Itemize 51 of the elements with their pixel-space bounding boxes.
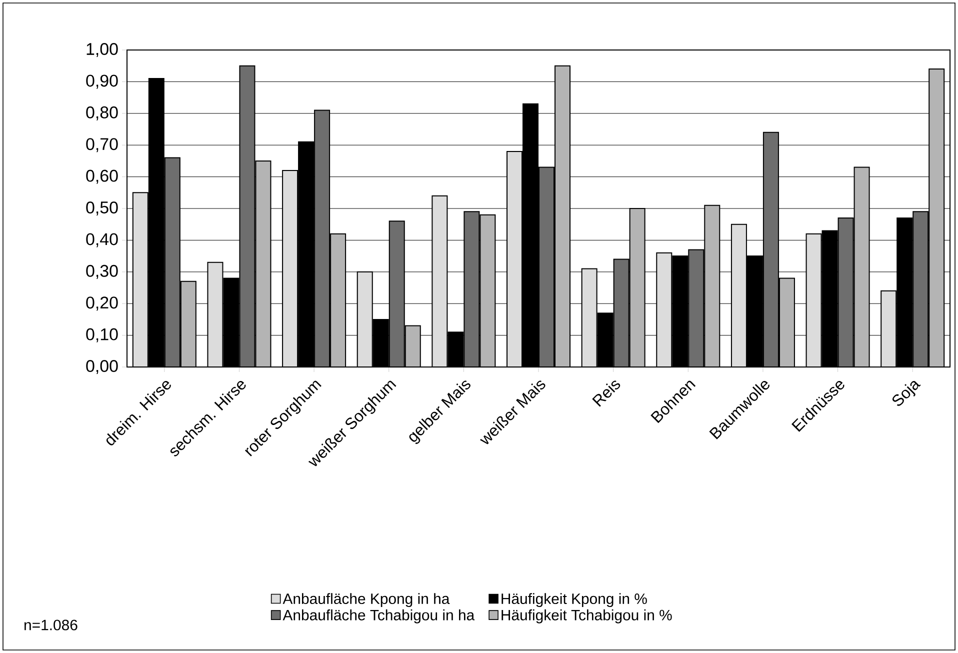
- bar: [581, 268, 598, 367]
- legend-label: Häufigkeit Tchabigou in %: [502, 609, 672, 624]
- bar: [806, 233, 822, 367]
- bar: [880, 290, 897, 367]
- y-tick-label: 0,20: [86, 296, 118, 311]
- bar: [432, 195, 448, 367]
- bar: [132, 192, 148, 367]
- bar: [656, 252, 672, 367]
- bar: [854, 166, 870, 367]
- bar: [164, 157, 180, 367]
- bar: [356, 271, 373, 367]
- bar: [314, 110, 330, 367]
- bar: [928, 68, 945, 367]
- bar: [912, 211, 929, 367]
- bar: [613, 258, 630, 367]
- x-tick-label: Reis: [592, 380, 620, 407]
- y-tick-label: 0,10: [86, 328, 118, 342]
- bar: [629, 208, 646, 367]
- bar: [330, 233, 346, 367]
- bar: [480, 214, 496, 367]
- y-tick-label: 0,80: [86, 106, 118, 120]
- bar: [778, 278, 795, 367]
- y-tick-label: 0,60: [86, 170, 118, 184]
- bar: [762, 132, 779, 367]
- y-tick-label: 1,00: [86, 43, 118, 57]
- bar: [688, 249, 704, 367]
- legend-label: Anbaufläche Kpong in ha: [282, 593, 450, 608]
- y-tick-label: 0,00: [86, 360, 118, 374]
- bar: [282, 170, 298, 367]
- bar: [464, 211, 480, 367]
- legend-label: Häufigkeit Kpong in %: [502, 593, 647, 608]
- y-tick-label: 0,40: [86, 233, 118, 248]
- bar: [507, 151, 522, 367]
- x-tick-label: Soja: [892, 381, 921, 406]
- bar: [555, 66, 570, 367]
- bar: [388, 220, 405, 367]
- bar: [838, 218, 854, 367]
- bar: [207, 262, 224, 367]
- y-tick-label: 0,50: [86, 202, 118, 216]
- bar: [704, 204, 720, 367]
- bar: [180, 280, 196, 367]
- bar: [404, 325, 421, 367]
- text: n=1.086: [24, 620, 78, 630]
- bar: [239, 65, 256, 367]
- y-tick-label: 0,30: [86, 264, 118, 279]
- legend-label: Anbaufläche Tchabigou in ha: [282, 609, 475, 624]
- bar: [730, 224, 747, 367]
- y-tick-label: 0,90: [86, 74, 118, 89]
- bar: [255, 160, 272, 367]
- bar: [539, 167, 554, 367]
- y-tick-label: 0,70: [86, 138, 118, 152]
